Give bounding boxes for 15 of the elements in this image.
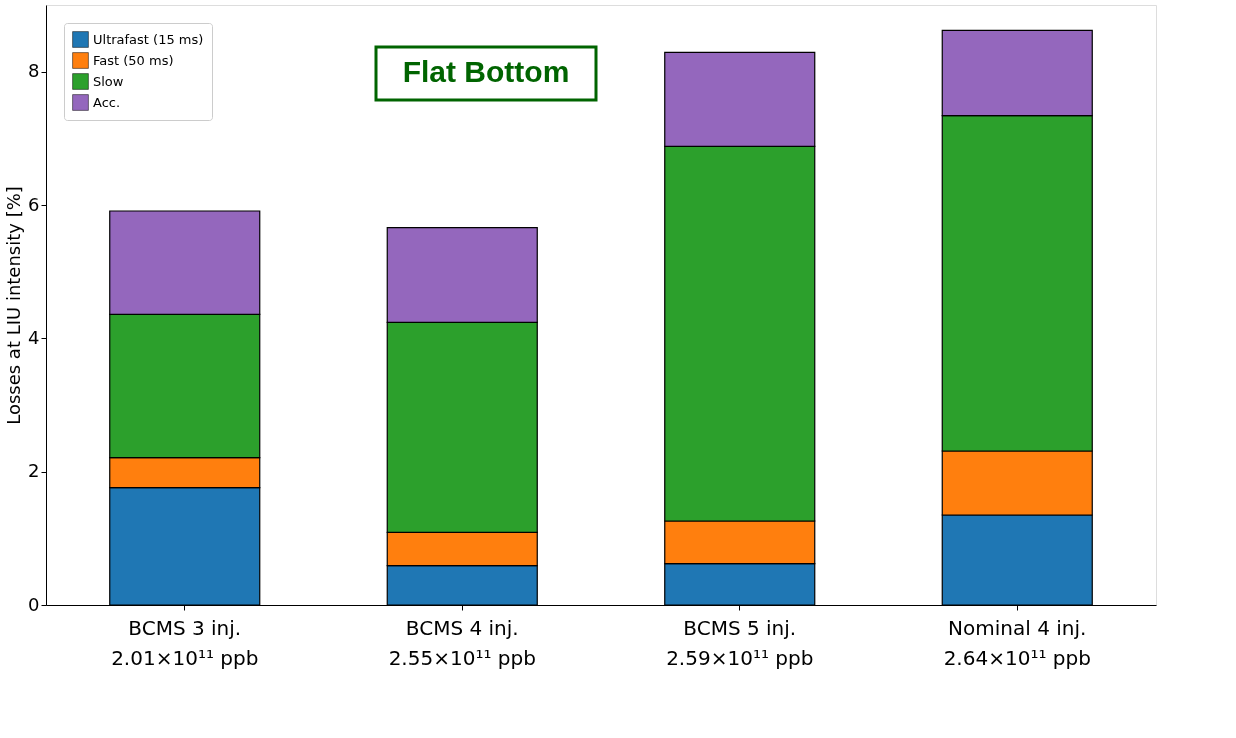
legend-label: Fast (50 ms) [93,52,174,68]
legend-label: Slow [93,73,124,89]
y-tick-label: 8 [28,60,40,82]
annotation: Flat Bottom [402,55,570,88]
x-tick-label: Nominal 4 inj. 2.64×10¹¹ ppb [943,615,1091,670]
x-tick-label: BCMS 5 inj. 2.59×10¹¹ ppb [666,615,814,670]
y-tick-label: 6 [28,193,40,215]
x-tick-label: BCMS 4 inj. 2.55×10¹¹ ppb [388,615,536,670]
x-tick-label: BCMS 3 inj. 2.01×10¹¹ ppb [111,615,259,670]
y-tick-label: 2 [28,460,40,482]
y-tick-label: 0 [28,593,40,615]
legend-label: Acc. [93,94,121,110]
y-tick-label: 4 [28,326,40,348]
legend-label: Ultrafast (15 ms) [93,31,204,47]
y-axis-title: Losses at LIU intensity [%] [3,186,25,425]
